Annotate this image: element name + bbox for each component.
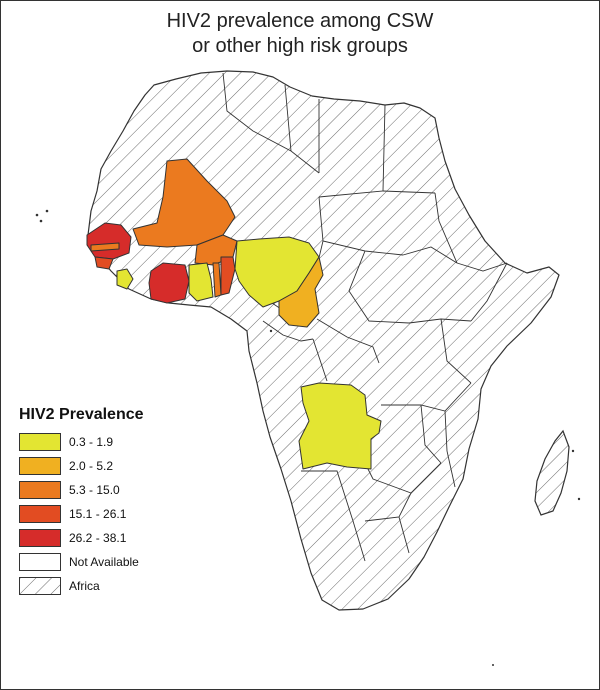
- region-sierra-leone: [116, 268, 134, 290]
- islands: [35, 209, 581, 666]
- madagascar: [534, 429, 570, 516]
- legend-swatch: [19, 529, 61, 547]
- legend-swatch: [19, 577, 61, 595]
- legend: HIV2 Prevalence 0.3 - 1.9 2.0 - 5.2 5.3 …: [19, 406, 144, 598]
- legend-label: 2.0 - 5.2: [69, 459, 114, 473]
- region-angola: [298, 382, 382, 470]
- region-cameroon: [278, 256, 324, 328]
- region-togo: [212, 262, 222, 298]
- legend-item: 2.0 - 5.2: [19, 454, 144, 478]
- legend-label: Not Available: [69, 555, 139, 569]
- legend-title: HIV2 Prevalence: [19, 406, 144, 423]
- region-ghana: [188, 262, 214, 302]
- region-guinea-bissau: [94, 256, 114, 270]
- africa-landmass: [87, 70, 560, 611]
- legend-item: 5.3 - 15.0: [19, 478, 144, 502]
- region-gambia: [90, 242, 120, 252]
- legend-swatch: [19, 457, 61, 475]
- legend-item: Not Available: [19, 550, 144, 574]
- title-line-1: HIV2 prevalence among CSW: [166, 10, 434, 32]
- country-borders: [222, 72, 508, 562]
- legend-swatch: [19, 481, 61, 499]
- legend-swatch: [19, 553, 61, 571]
- title-line-2: or other high risk groups: [192, 35, 408, 57]
- legend-swatch: [19, 433, 61, 451]
- legend-label: 0.3 - 1.9: [69, 435, 114, 449]
- map-title: HIV2 prevalence among CSW or other high …: [1, 9, 599, 59]
- prevalence-regions: [86, 158, 382, 470]
- legend-item: Africa: [19, 574, 144, 598]
- legend-item: 15.1 - 26.1: [19, 502, 144, 526]
- hatch-swatch-icon: [20, 578, 60, 594]
- legend-swatch: [19, 505, 61, 523]
- legend-label: 5.3 - 15.0: [69, 483, 120, 497]
- legend-label: 26.2 - 38.1: [69, 531, 127, 545]
- legend-item: 26.2 - 38.1: [19, 526, 144, 550]
- legend-item: 0.3 - 1.9: [19, 430, 144, 454]
- legend-label: 15.1 - 26.1: [69, 507, 127, 521]
- region-benin: [220, 256, 236, 296]
- legend-label: Africa: [69, 579, 100, 593]
- region-cote-divoire: [148, 262, 190, 304]
